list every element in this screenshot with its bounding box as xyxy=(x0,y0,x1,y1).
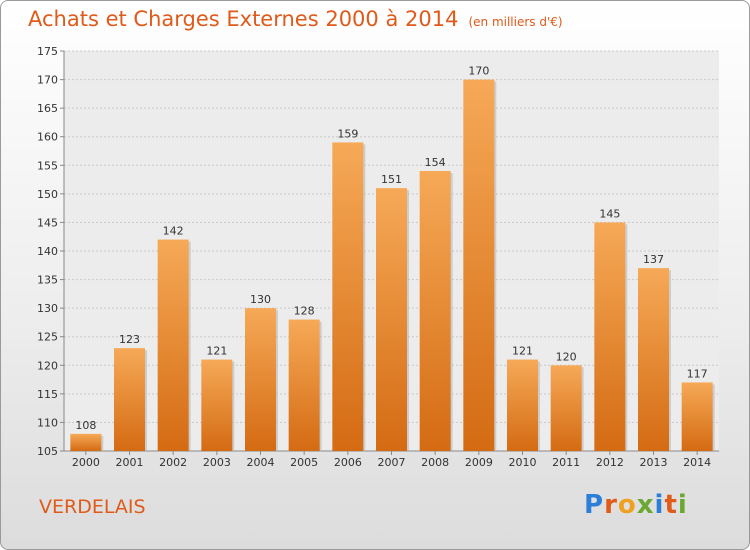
logo-letter: i xyxy=(677,490,688,520)
bar xyxy=(201,359,233,451)
bar xyxy=(157,239,189,451)
x-tick-label: 2002 xyxy=(159,456,187,469)
x-tick-label: 2013 xyxy=(640,456,668,469)
x-tick-label: 2014 xyxy=(683,456,711,469)
data-label: 170 xyxy=(468,65,489,78)
bar xyxy=(463,79,495,452)
y-tick-label: 125 xyxy=(37,331,58,344)
bar xyxy=(245,308,276,451)
x-tick-label: 2012 xyxy=(596,456,624,469)
y-tick-label: 165 xyxy=(37,102,58,115)
x-tick-label: 2001 xyxy=(116,456,144,469)
y-tick-label: 170 xyxy=(37,74,58,87)
data-label: 117 xyxy=(687,367,708,380)
data-label: 128 xyxy=(294,305,315,318)
y-tick-label: 140 xyxy=(37,245,58,258)
chart-title-text: Achats et Charges Externes 2000 à 2014 xyxy=(28,7,459,31)
data-label: 151 xyxy=(381,173,402,186)
data-label: 130 xyxy=(250,293,271,306)
place-name: VERDELAIS xyxy=(39,496,146,518)
y-tick-label: 155 xyxy=(37,159,58,172)
y-tick-label: 110 xyxy=(37,416,58,429)
y-tick-label: 105 xyxy=(37,445,58,458)
bar xyxy=(550,365,582,451)
data-label: 121 xyxy=(512,345,533,358)
logo-letter: r xyxy=(604,490,618,520)
data-label: 137 xyxy=(643,253,664,266)
logo-letter: t xyxy=(664,490,678,520)
y-tick-label: 130 xyxy=(37,302,58,315)
y-tick-label: 175 xyxy=(37,45,58,58)
chart-unit: (en milliers d'€) xyxy=(468,15,563,29)
data-label: 159 xyxy=(337,127,358,140)
bar xyxy=(332,142,364,451)
data-label: 154 xyxy=(425,156,446,169)
x-tick-label: 2011 xyxy=(552,456,580,469)
bar xyxy=(594,222,626,451)
x-tick-label: 2003 xyxy=(203,456,231,469)
x-tick-label: 2009 xyxy=(465,456,493,469)
logo-letter: i xyxy=(654,490,665,520)
y-tick-label: 150 xyxy=(37,188,58,201)
data-label: 120 xyxy=(556,350,577,363)
bar xyxy=(70,433,102,451)
bar xyxy=(507,359,538,451)
data-label: 108 xyxy=(75,419,96,432)
y-tick-label: 115 xyxy=(37,388,58,401)
bar xyxy=(681,382,713,451)
data-label: 121 xyxy=(206,345,227,358)
x-tick-label: 2005 xyxy=(290,456,318,469)
logo-letter: o xyxy=(617,490,637,520)
x-tick-label: 2006 xyxy=(334,456,362,469)
bar xyxy=(376,188,407,451)
logo-letter: x xyxy=(636,490,655,520)
bar xyxy=(419,171,451,451)
x-tick-label: 2004 xyxy=(247,456,275,469)
x-tick-label: 2010 xyxy=(509,456,537,469)
chart-title: Achats et Charges Externes 2000 à 2014 (e… xyxy=(28,7,563,31)
y-tick-label: 160 xyxy=(37,131,58,144)
y-tick-label: 135 xyxy=(37,274,58,287)
y-tick-label: 120 xyxy=(37,359,58,372)
bar xyxy=(114,348,145,451)
x-tick-label: 2000 xyxy=(72,456,100,469)
data-label: 142 xyxy=(163,225,184,238)
x-tick-label: 2007 xyxy=(378,456,406,469)
data-label: 145 xyxy=(599,207,620,220)
data-label: 123 xyxy=(119,333,140,346)
x-tick-label: 2008 xyxy=(421,456,449,469)
bar xyxy=(638,268,669,451)
y-tick-label: 145 xyxy=(37,216,58,229)
proxiti-logo: Proxiti xyxy=(584,490,688,520)
bar xyxy=(288,319,320,451)
logo-letter: P xyxy=(584,490,605,520)
